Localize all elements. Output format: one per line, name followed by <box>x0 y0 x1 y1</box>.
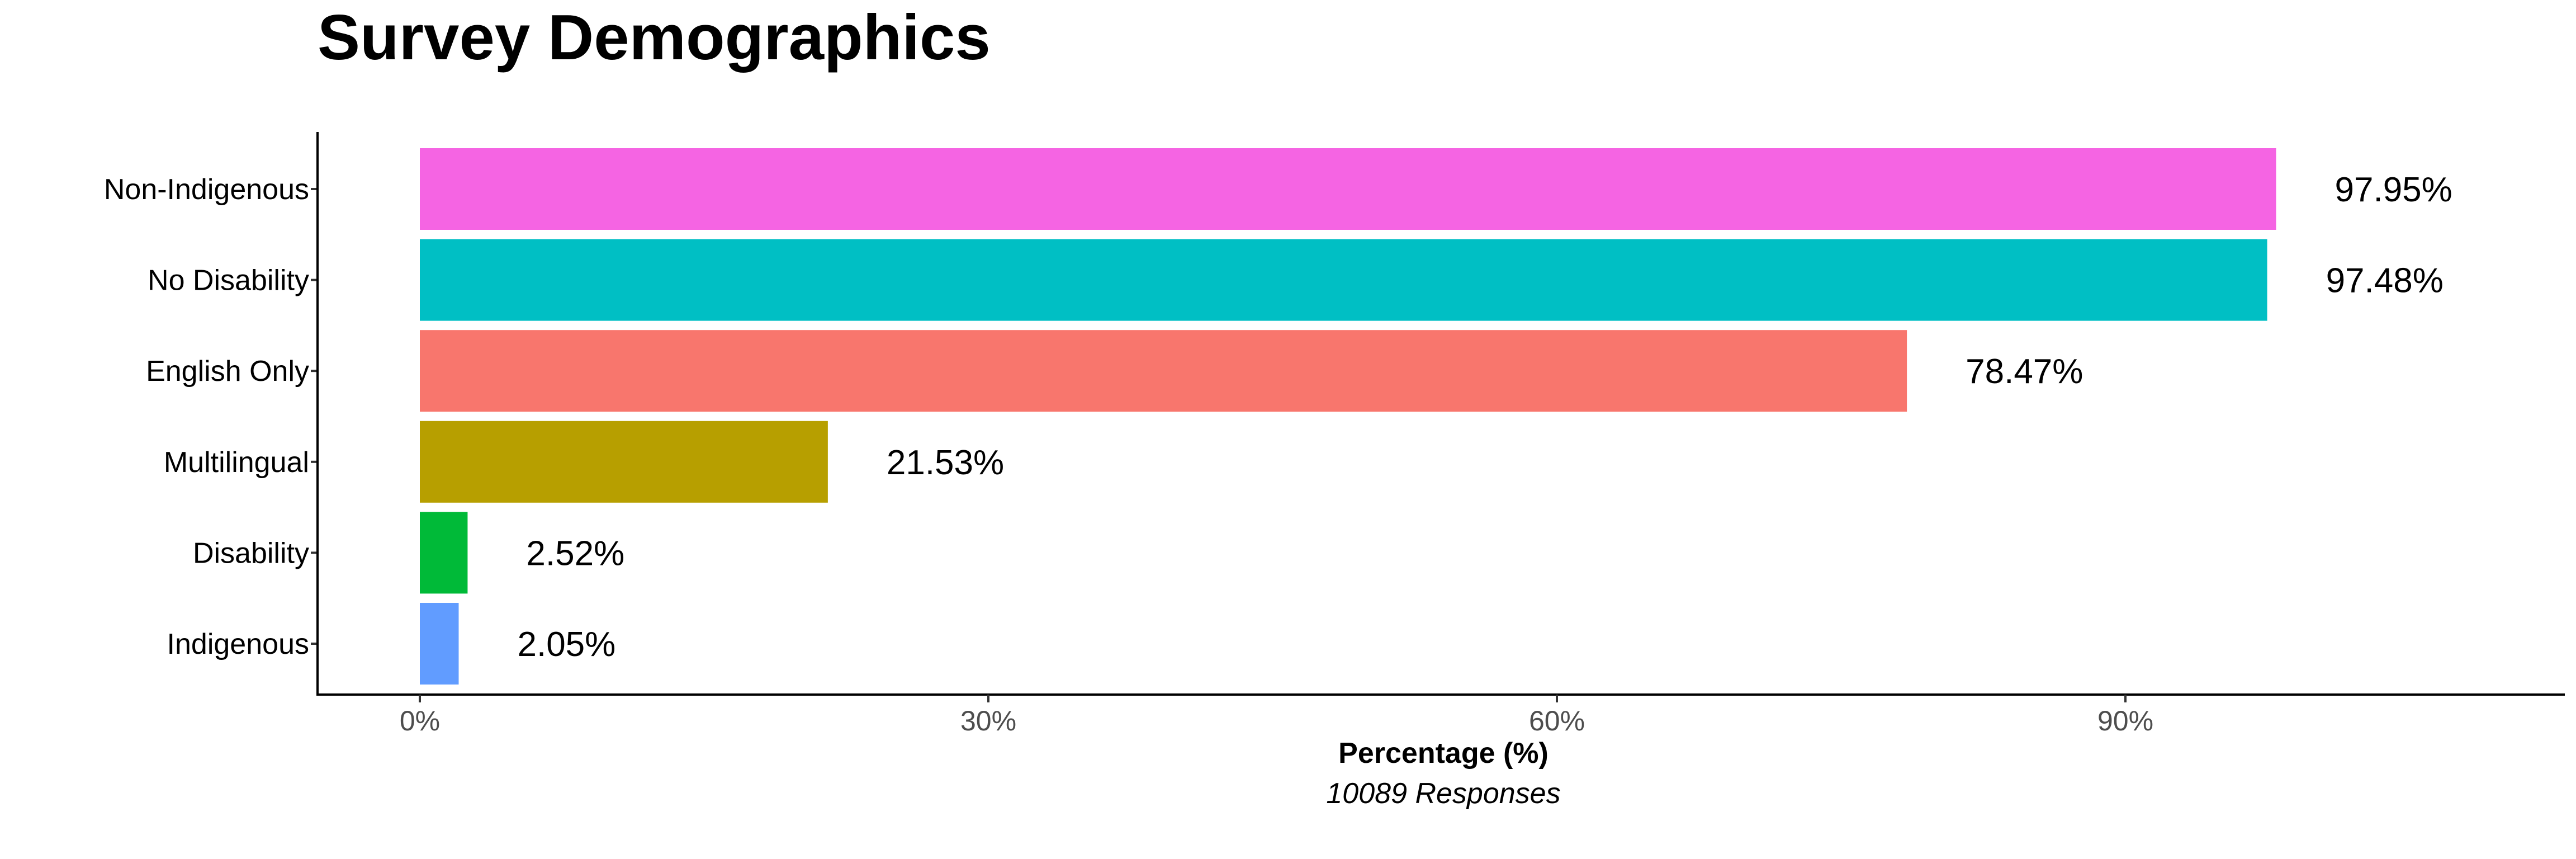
category-label: Non-Indigenous <box>104 173 309 206</box>
category-label: Indigenous <box>167 628 309 660</box>
value-label: 97.48% <box>2326 262 2444 300</box>
category-labels: Non-Indigenous No Disability English Only M… <box>104 173 318 660</box>
category-label: Multilingual <box>164 446 309 479</box>
category-label: Disability <box>193 537 309 569</box>
bar-no-disability <box>420 239 2267 321</box>
value-label: 97.95% <box>2335 171 2452 209</box>
bar-indigenous <box>420 603 459 685</box>
category-label: No Disability <box>148 265 309 297</box>
value-label: 2.05% <box>517 625 615 664</box>
category-label: English Only <box>146 355 309 388</box>
value-labels: 97.95% 97.48% 78.47% 21.53% 2.52% 2.05% <box>517 171 2452 664</box>
x-axis-title: Percentage (%) <box>1338 737 1549 770</box>
bars <box>420 148 2276 685</box>
x-tick-label: 0% <box>400 705 440 737</box>
chart-title: Survey Demographics <box>318 2 991 73</box>
bar-disability <box>420 512 468 594</box>
bar-english-only <box>420 330 1907 412</box>
bar-multilingual <box>420 421 828 503</box>
x-ticks: 0% 30% 60% 90% <box>400 695 2153 737</box>
value-label: 2.52% <box>526 534 624 573</box>
x-tick-label: 90% <box>2097 705 2153 737</box>
responses-caption: 10089 Responses <box>1326 777 1560 810</box>
x-tick-label: 30% <box>960 705 1016 737</box>
x-tick-label: 60% <box>1529 705 1585 737</box>
bar-non-indigenous <box>420 148 2276 230</box>
value-label: 78.47% <box>1966 352 2083 391</box>
value-label: 21.53% <box>887 443 1004 482</box>
